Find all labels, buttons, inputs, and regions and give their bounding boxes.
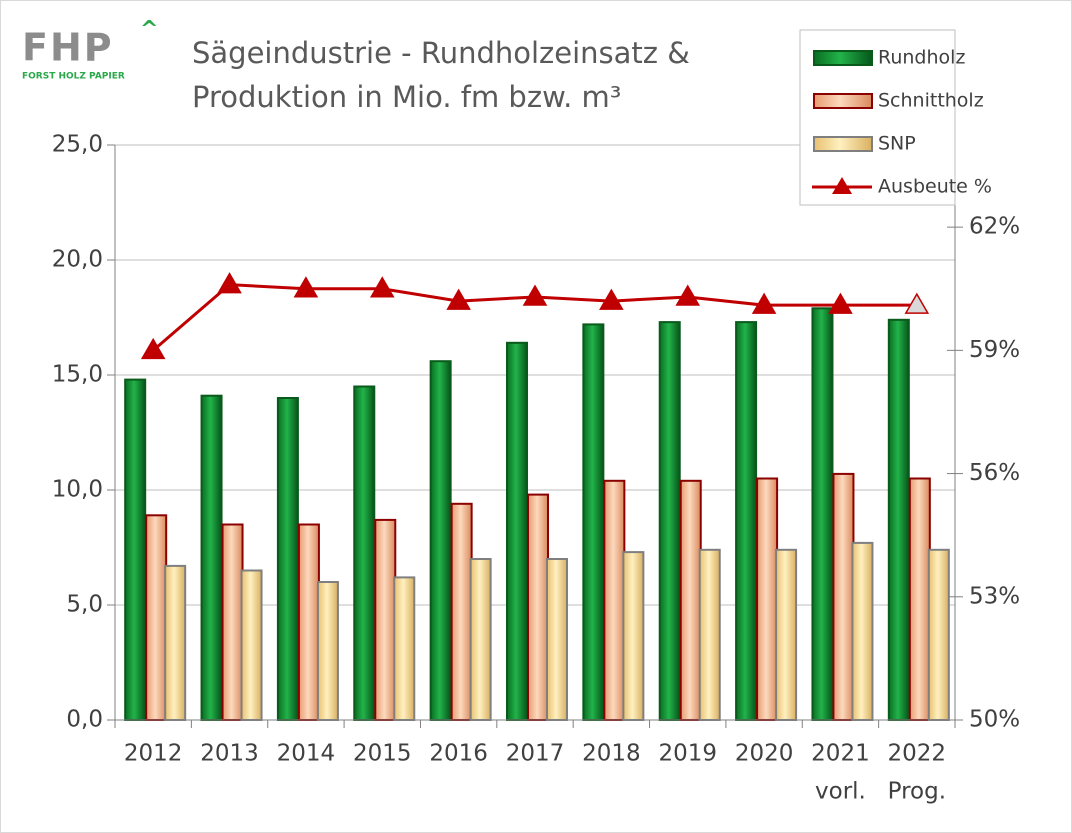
logo-subtitle: FORST HOLZ PAPIER [22, 72, 125, 82]
marker [751, 292, 777, 314]
y-tick-label: 5,0 [66, 592, 103, 618]
marker [675, 284, 701, 306]
bar [124, 378, 147, 721]
bar [832, 472, 855, 721]
logo-arrows: ^ [140, 17, 158, 42]
logo-mark: FHP [22, 26, 114, 70]
legend-label: Schnittholz [878, 90, 984, 112]
bar [469, 558, 492, 721]
bar [546, 558, 568, 721]
marker [828, 292, 853, 314]
y-tick-label: 10,0 [52, 477, 103, 503]
bar [353, 385, 376, 721]
bar [756, 477, 779, 721]
marker [522, 284, 548, 306]
legend-swatch [813, 93, 873, 109]
bar [887, 318, 910, 721]
marker [904, 292, 930, 314]
x-tick-label: 2017 [506, 741, 565, 767]
y-tick-label: 15,0 [52, 362, 103, 388]
bar [506, 341, 528, 721]
x-tick-label: 2013 [200, 741, 259, 767]
bar [145, 514, 168, 721]
legend-label: Rundholz [878, 47, 965, 69]
bar [393, 576, 416, 722]
y2-tick-label: 56% [969, 460, 1020, 486]
bar [658, 321, 681, 721]
bar [450, 502, 473, 721]
x-tick-label: 2014 [277, 741, 336, 767]
legend-label: SNP [878, 133, 916, 155]
x-tick-label: 2019 [658, 741, 717, 767]
bar [908, 477, 931, 721]
marker [369, 276, 395, 298]
x-tick-label: 2018 [582, 741, 641, 767]
x-tick-label: 2016 [429, 741, 488, 767]
x-tick-label: 2012 [124, 741, 183, 767]
x-tick-sublabel: Prog. [888, 779, 946, 805]
legend-marker [832, 177, 852, 194]
marker [293, 276, 319, 298]
bar [297, 523, 320, 721]
legend-swatch [813, 136, 873, 152]
bar [276, 397, 299, 721]
y2-tick-label: 50% [969, 707, 1020, 733]
bar [582, 323, 605, 721]
bar [927, 548, 950, 721]
bar [622, 551, 645, 721]
legend-label: Ausbeute % [878, 176, 992, 198]
bar [527, 493, 549, 721]
bar [164, 564, 187, 722]
marker [599, 288, 624, 310]
legend-swatch [813, 50, 873, 66]
bar [851, 541, 874, 722]
marker [140, 337, 166, 360]
marker [446, 288, 471, 310]
x-tick-label: 2021 [811, 741, 870, 767]
y2-tick-label: 53% [969, 583, 1020, 609]
x-tick-label: 2020 [735, 741, 794, 767]
bar [811, 307, 834, 721]
y-tick-label: 0,0 [66, 707, 103, 733]
bar [316, 581, 339, 721]
bar [240, 569, 263, 721]
bar [775, 548, 798, 721]
bar [603, 479, 626, 721]
bar [698, 548, 721, 721]
x-tick-sublabel: vorl. [815, 779, 866, 805]
y-tick-label: 25,0 [52, 132, 103, 158]
bar [735, 321, 758, 721]
x-tick-label: 2015 [353, 741, 412, 767]
bar [200, 394, 223, 721]
marker [217, 272, 242, 294]
y2-tick-label: 62% [969, 214, 1020, 240]
bar [221, 523, 244, 721]
x-tick-label: 2022 [888, 741, 947, 767]
y2-tick-label: 59% [969, 337, 1020, 363]
bar [679, 479, 702, 721]
chart-title: Produktion in Mio. fm bzw. m³ [192, 80, 621, 114]
y-tick-label: 20,0 [52, 247, 103, 273]
bar [374, 518, 397, 722]
bar [429, 360, 452, 721]
chart-title: Sägeindustrie - Rundholzeinsatz & [192, 36, 690, 70]
